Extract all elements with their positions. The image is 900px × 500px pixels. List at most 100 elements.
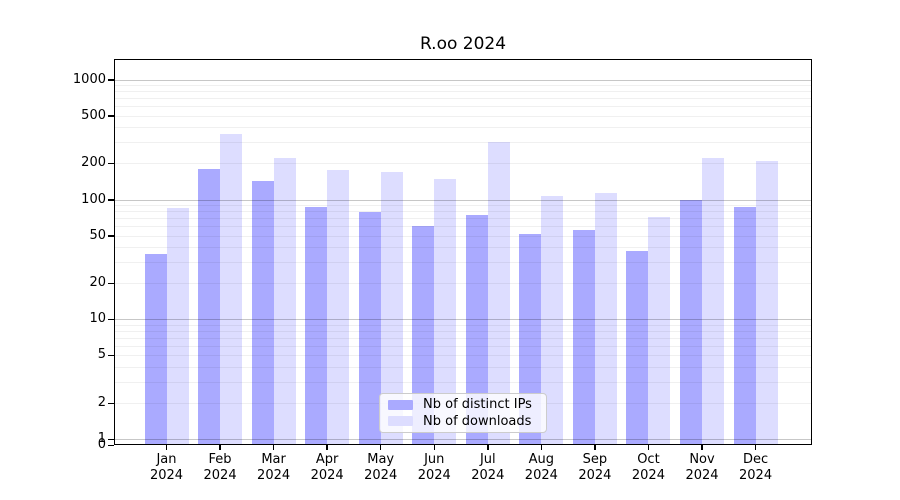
bar-distinct-ips [412,226,435,445]
x-tick [219,445,221,450]
gridline-minor [114,247,812,249]
x-label-month: Nov [689,452,715,467]
legend-label: Nb of downloads [423,413,532,429]
x-tick [540,445,543,450]
y-tick-label: 100 [81,191,106,207]
bar-downloads [166,207,189,445]
x-tick-label: Nov 2024 [670,452,734,484]
bar-downloads [380,171,403,445]
bar-distinct-ips [358,211,381,445]
y-tick [108,444,114,446]
x-label-year: 2024 [257,468,291,483]
y-tick [108,318,114,321]
x-tick-label: May 2024 [349,452,413,484]
legend-swatch-distinct-ips [388,399,413,410]
legend-item-downloads: Nb of downloads [388,414,538,429]
x-label-month: Apr [315,452,339,467]
x-label-month: Dec [742,452,769,467]
x-label-month: Mar [261,452,286,467]
y-tick-label: 0 [97,437,106,452]
y-tick [108,438,114,441]
y-tick-label: 5 [97,347,106,363]
x-label-year: 2024 [631,468,665,483]
gridline-minor [114,85,812,87]
x-tick-label: Apr 2024 [295,452,359,484]
x-tick-label: Dec 2024 [724,452,788,484]
x-label-year: 2024 [149,468,184,483]
bar-distinct-ips [465,215,488,445]
x-tick [379,445,382,450]
x-label-year: 2024 [739,468,773,483]
y-tick-label: 200 [81,155,106,171]
bar-downloads [434,179,457,445]
bar-downloads [220,134,243,445]
y-tick-label: 1 [97,431,106,447]
gridline-minor [114,262,812,264]
y-tick-label: 20 [89,275,106,291]
y-tick-label: 1000 [72,71,106,87]
y-tick-label: 50 [89,227,106,243]
x-tick-label: Mar 2024 [242,452,306,484]
x-label-year: 2024 [471,468,505,483]
bar-downloads [273,157,296,445]
bar-downloads [648,217,671,445]
gridline-major [114,319,812,321]
x-label-month: Jan [156,452,177,467]
x-label-year: 2024 [364,468,398,483]
gridline-minor [114,218,812,220]
gridline-major [114,439,812,441]
x-tick-label: Jun 2024 [402,452,466,484]
gridline-minor [114,98,812,100]
x-tick [701,445,703,450]
bar-downloads [702,158,724,445]
bar-downloads [594,192,617,445]
x-tick [433,445,435,450]
bar-distinct-ips [680,199,702,445]
x-label-year: 2024 [578,468,612,483]
legend: Nb of distinct IPs Nb of downloads [379,393,547,433]
gridline-minor [114,106,812,108]
x-tick-label: Feb 2024 [188,452,252,484]
bar-distinct-ips [733,207,756,445]
y-tick [108,162,114,165]
x-tick-label: Jul 2024 [456,452,520,484]
bar-downloads [327,170,350,445]
gridline-minor [114,91,812,93]
gridline-minor [114,163,812,165]
gridline-minor [114,283,812,285]
legend-label: Nb of distinct IPs [423,397,532,413]
x-label-month: Aug [528,452,555,467]
gridline-minor [114,345,812,347]
bar-downloads [755,160,778,445]
x-tick [647,445,650,450]
plot-area: Nb of distinct IPs Nb of downloads [108,59,812,450]
gridline-minor [114,324,812,326]
y-tick-label: 500 [81,107,106,123]
x-label-month: Feb [208,452,232,467]
bar-distinct-ips [519,233,542,445]
x-label-month: Jul [479,452,496,467]
gridline-minor [114,355,812,357]
bar-downloads [487,142,510,445]
gridline-minor [114,211,812,213]
bar-distinct-ips [251,180,274,445]
gridline-minor [114,142,812,144]
y-tick [108,282,114,285]
x-label-month: Oct [637,452,660,467]
gridline-major [114,199,812,201]
y-tick-label: 2 [97,395,106,411]
x-tick-label: Jan 2024 [135,452,199,484]
gridline-minor [114,226,812,228]
bar-downloads [541,195,564,445]
x-label-year: 2024 [524,468,558,483]
x-tick [272,445,275,450]
x-tick-label: Aug 2024 [509,452,573,484]
x-label-month: Sep [582,452,608,467]
gridline-major [114,79,812,81]
x-label-year: 2024 [417,468,451,483]
gridline-minor [114,381,812,383]
x-label-year: 2024 [685,468,719,483]
y-tick [108,354,114,357]
gridline-minor [114,330,812,332]
